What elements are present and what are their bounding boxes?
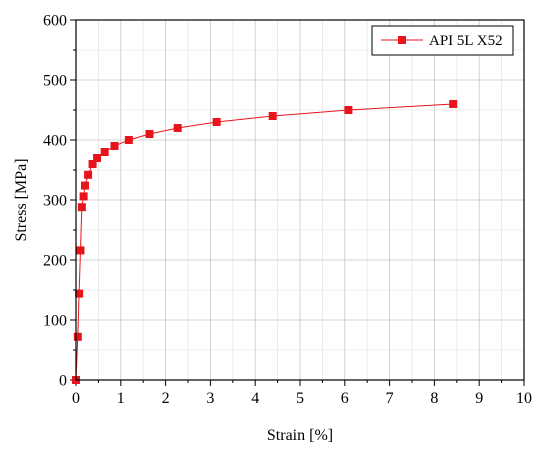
data-point — [268, 112, 277, 120]
data-point — [124, 136, 133, 144]
x-tick-label: 7 — [386, 390, 394, 407]
x-tick-label: 3 — [206, 390, 214, 407]
x-tick-label: 6 — [341, 390, 349, 407]
data-point — [212, 118, 221, 126]
y-tick-label: 0 — [59, 373, 67, 390]
x-tick-label: 0 — [72, 390, 80, 407]
y-tick-label: 300 — [43, 193, 67, 210]
legend-label: API 5L X52 — [429, 33, 503, 49]
y-tick-label: 500 — [43, 73, 67, 90]
data-point — [100, 148, 109, 156]
x-tick-label: 2 — [162, 390, 170, 407]
legend-marker — [398, 36, 406, 44]
data-point — [449, 100, 458, 108]
x-tick-label: 1 — [117, 390, 125, 407]
x-tick-label: 4 — [251, 390, 259, 407]
x-tick-label: 9 — [475, 390, 483, 407]
y-tick-label: 100 — [43, 313, 67, 330]
data-point — [93, 154, 102, 162]
data-point — [77, 203, 86, 212]
data-point — [88, 160, 97, 168]
data-point — [145, 130, 154, 138]
data-point — [80, 181, 89, 190]
data-point — [344, 106, 353, 114]
x-axis-title: Strain [%] — [267, 427, 333, 444]
legend: API 5L X52 — [371, 25, 514, 56]
data-point — [110, 142, 119, 150]
x-tick-label: 8 — [430, 390, 438, 407]
y-tick-label: 600 — [43, 13, 67, 30]
data-point — [173, 124, 182, 132]
data-point — [73, 332, 82, 341]
grid-lines — [76, 20, 524, 380]
x-tick-label: 5 — [296, 390, 304, 407]
data-point — [75, 289, 84, 298]
y-tick-label: 200 — [43, 253, 67, 270]
y-axis-title: Stress [MPa] — [13, 158, 30, 241]
y-tick-label: 400 — [43, 133, 67, 150]
plot-frame — [75, 19, 525, 381]
data-point — [84, 170, 93, 179]
x-tick-label: 10 — [516, 390, 532, 407]
data-point — [76, 246, 85, 255]
data-point — [79, 192, 88, 201]
